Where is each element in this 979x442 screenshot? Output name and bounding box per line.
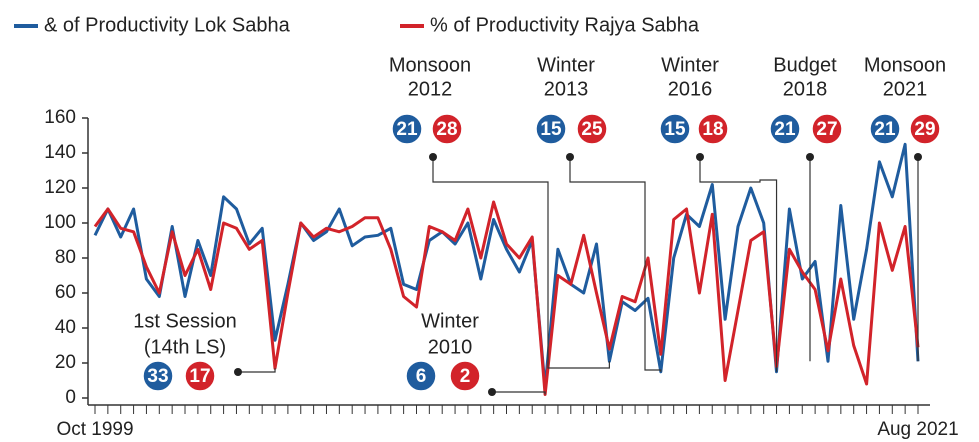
annotation-label: Winter (421, 310, 479, 332)
annotation-badge (909, 113, 941, 145)
annotation-badge (869, 113, 901, 145)
annotation-connector (432, 157, 610, 369)
annotation-badge (769, 113, 801, 145)
annotation-badge (811, 113, 843, 145)
annotation-label: 2016 (668, 78, 713, 100)
annotation-value: 17 (189, 366, 210, 387)
annotation-label: 2021 (883, 78, 928, 100)
annotation-value: 27 (816, 119, 837, 140)
annotation-label: 2012 (408, 78, 453, 100)
annotation-dot (914, 153, 922, 161)
annotation-label: Monsoon (864, 54, 946, 76)
legend-label: % of Productivity Rajya Sabha (430, 14, 700, 36)
annotation-connector (699, 157, 778, 372)
annotation-badge (449, 360, 481, 392)
annotation-badge (697, 113, 729, 145)
annotation-dot (234, 368, 242, 376)
annotation-badge (405, 360, 437, 392)
y-tick-label: 100 (44, 212, 76, 233)
x-tick-label: Oct 1999 (56, 419, 133, 440)
annotation-value: 21 (774, 119, 796, 140)
y-tick-label: 80 (55, 247, 76, 268)
annotation-label: (14th LS) (144, 336, 226, 358)
annotation-dot (696, 153, 704, 161)
annotation-badge (535, 113, 567, 145)
annotation-label: Monsoon (389, 54, 471, 76)
y-tick-label: 0 (65, 387, 76, 408)
annotation-value: 2 (460, 366, 471, 387)
y-tick-label: 160 (44, 107, 76, 128)
legend-label: & of Productivity Lok Sabha (44, 14, 291, 36)
annotation-label: 2013 (544, 78, 589, 100)
annotation-badge (391, 113, 423, 145)
annotation-value: 25 (581, 119, 603, 140)
annotation-label: Winter (537, 54, 595, 76)
annotation-value: 28 (436, 119, 457, 140)
x-tick-label: Aug 2021 (877, 419, 958, 440)
annotation-value: 6 (416, 366, 427, 387)
annotation-dot (566, 153, 574, 161)
series-line (93, 200, 920, 396)
annotation-badge (184, 360, 216, 392)
annotation-label: Budget (773, 54, 837, 76)
y-tick-label: 120 (44, 177, 76, 198)
annotation-badge (576, 113, 608, 145)
annotation-value: 21 (874, 119, 896, 140)
annotation-connector (569, 157, 662, 372)
annotation-badge (659, 113, 691, 145)
annotation-dot (488, 388, 496, 396)
annotation-label: Winter (661, 54, 719, 76)
annotation-badge (431, 113, 463, 145)
y-tick-label: 20 (55, 352, 76, 373)
annotation-dot (806, 153, 814, 161)
annotation-value: 15 (540, 119, 562, 140)
annotation-label: 2010 (428, 336, 473, 358)
annotation-connector (492, 391, 546, 395)
annotation-connector (238, 368, 276, 373)
annotation-value: 15 (664, 119, 686, 140)
annotation-value: 18 (702, 119, 723, 140)
y-tick-label: 40 (55, 317, 76, 338)
y-tick-label: 60 (55, 282, 76, 303)
annotation-label: 2018 (783, 78, 828, 100)
annotation-value: 33 (147, 366, 168, 387)
annotation-value: 29 (914, 119, 935, 140)
annotation-value: 21 (396, 119, 418, 140)
annotation-label: 1st Session (133, 310, 236, 332)
y-tick-label: 140 (44, 142, 76, 163)
annotation-badge (142, 360, 174, 392)
annotation-dot (429, 153, 437, 161)
